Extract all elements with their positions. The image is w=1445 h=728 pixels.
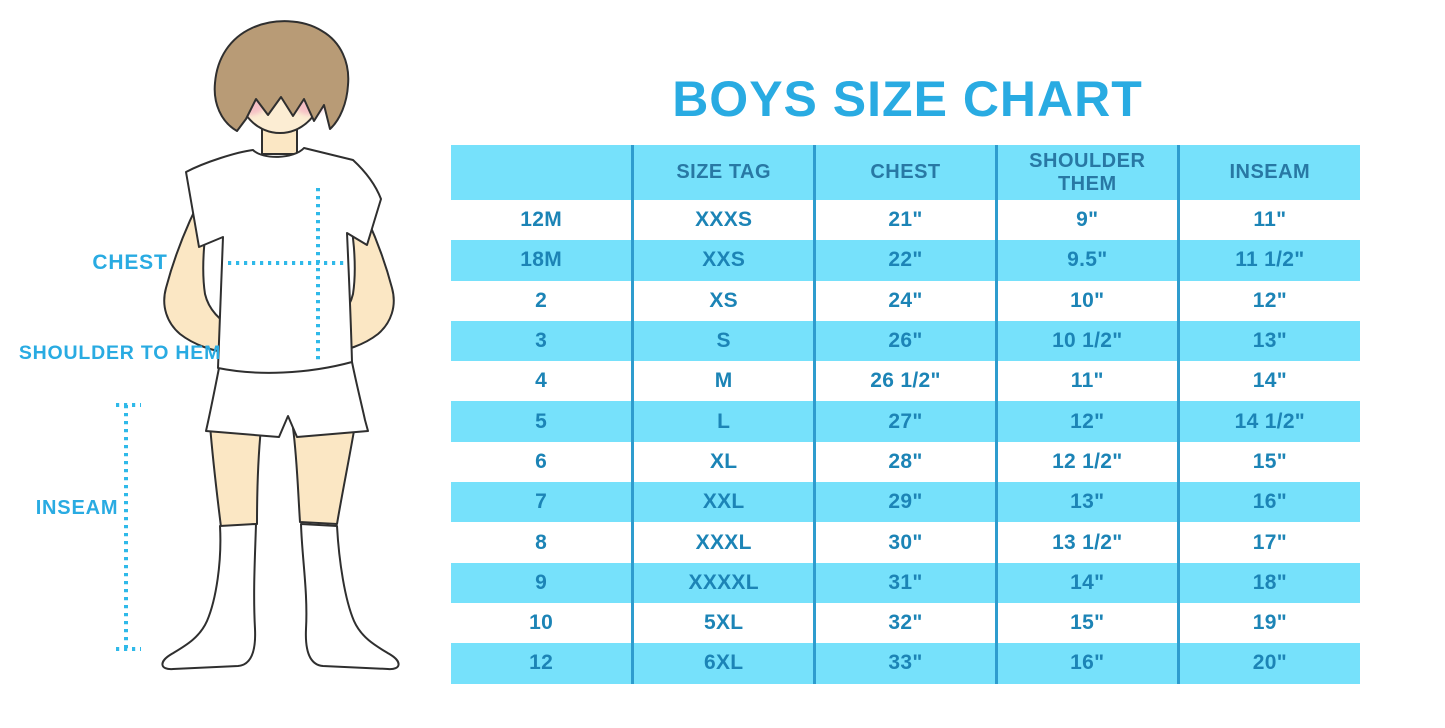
inseam-label: INSEAM bbox=[36, 497, 119, 519]
cell-inseam: 14" bbox=[1252, 369, 1287, 393]
col-header-chest: CHEST bbox=[814, 145, 998, 200]
page-title: BOYS SIZE CHART bbox=[672, 70, 1143, 127]
boys-size-table: SIZE TAG CHEST SHOULDER THEM INSEAM 12M … bbox=[451, 145, 1360, 684]
chest-label: CHEST bbox=[92, 251, 167, 274]
cell-chest: 32" bbox=[814, 602, 998, 644]
cell-size-tag: M bbox=[632, 361, 817, 402]
cell-size: 12 bbox=[451, 643, 635, 684]
cell-shoulder: 10" bbox=[996, 280, 1180, 321]
cell-size-tag: XXL bbox=[632, 482, 817, 523]
table-row: 7 XXL 29" 13" 16" bbox=[451, 482, 1360, 523]
cell-chest: 31" bbox=[814, 562, 998, 603]
table-row: 10 5XL 32" 15" 19" bbox=[451, 602, 1360, 644]
cell-chest: 24" bbox=[814, 280, 998, 321]
cell-size-tag: XXXS bbox=[632, 200, 817, 241]
cell-shoulder: 9.5" bbox=[996, 240, 1180, 281]
cell-chest: 21" bbox=[814, 200, 998, 241]
table-row: 12 6XL 33" 16" 20" bbox=[451, 643, 1360, 684]
cell-size-tag: 6XL bbox=[632, 643, 817, 684]
cell-shoulder: 14" bbox=[996, 562, 1180, 603]
col-header-size bbox=[451, 145, 635, 200]
cell-size: 4 bbox=[451, 361, 635, 402]
boy-figure-illustration: CHEST SHOULDER TO HEM INSEAM bbox=[19, 20, 400, 671]
table-row: 4 M 26 1/2" 11" 14" bbox=[451, 361, 1360, 402]
col-header-inseam: INSEAM bbox=[1178, 145, 1360, 200]
cell-size: 12M bbox=[451, 200, 635, 241]
shorts bbox=[205, 361, 369, 438]
cell-inseam: 11 1/2" bbox=[1178, 240, 1360, 281]
col-header-shoulder: SHOULDER THEM bbox=[996, 145, 1180, 200]
cell-size-tag: XL bbox=[632, 441, 817, 483]
cell-inseam: 17" bbox=[1252, 530, 1287, 554]
cell-chest: 27" bbox=[814, 401, 998, 442]
cell-chest: 29" bbox=[814, 482, 998, 523]
cell-shoulder: 16" bbox=[996, 643, 1180, 684]
cell-inseam: 19" bbox=[1252, 611, 1287, 635]
cell-chest: 22" bbox=[814, 240, 998, 281]
cell-size: 8 bbox=[451, 522, 635, 563]
cell-size: 9 bbox=[451, 562, 635, 603]
cell-shoulder: 13 1/2" bbox=[996, 522, 1180, 563]
cell-shoulder: 15" bbox=[996, 602, 1180, 644]
table-row: 9 XXXXL 31" 14" 18" bbox=[451, 562, 1360, 603]
cell-size-tag: XS bbox=[632, 280, 817, 321]
cell-shoulder: 12 1/2" bbox=[996, 441, 1180, 483]
cell-shoulder: 9" bbox=[996, 200, 1180, 241]
cell-size: 18M bbox=[451, 240, 635, 281]
table-header-row: SIZE TAG CHEST SHOULDER THEM INSEAM bbox=[451, 145, 1360, 200]
table-row: 6 XL 28" 12 1/2" 15" bbox=[451, 441, 1360, 483]
cell-inseam: 12" bbox=[1252, 288, 1287, 312]
hair bbox=[213, 20, 350, 132]
cell-chest: 28" bbox=[814, 441, 998, 483]
cell-shoulder: 11" bbox=[996, 361, 1180, 402]
t-shirt bbox=[185, 147, 382, 374]
left-arm bbox=[163, 185, 238, 354]
cell-inseam: 13" bbox=[1178, 320, 1360, 362]
cell-inseam: 20" bbox=[1178, 643, 1360, 684]
cell-size: 2 bbox=[451, 280, 635, 321]
cell-inseam: 15" bbox=[1252, 449, 1287, 473]
cell-inseam: 18" bbox=[1178, 562, 1360, 603]
table-row: 8 XXXL 30" 13 1/2" 17" bbox=[451, 522, 1360, 563]
left-sock bbox=[161, 523, 257, 671]
cell-size-tag: XXXL bbox=[632, 522, 817, 563]
cell-size-tag: XXS bbox=[632, 240, 817, 281]
cell-size: 7 bbox=[451, 482, 635, 523]
shoulder-to-hem-label: SHOULDER TO HEM bbox=[19, 342, 221, 364]
measurement-figure-panel: CHEST SHOULDER TO HEM INSEAM bbox=[0, 0, 450, 723]
cell-chest: 33" bbox=[814, 643, 998, 684]
cell-shoulder: 10 1/2" bbox=[996, 320, 1180, 362]
cell-inseam: 14 1/2" bbox=[1178, 401, 1360, 442]
table-row: 18M XXS 22" 9.5" 11 1/2" bbox=[451, 240, 1360, 281]
cell-size: 10 bbox=[451, 602, 635, 644]
table-row: 3 S 26" 10 1/2" 13" bbox=[451, 320, 1360, 362]
cell-size: 5 bbox=[451, 401, 635, 442]
cell-shoulder: 13" bbox=[996, 482, 1180, 523]
right-leg bbox=[292, 424, 356, 525]
cell-chest: 26 1/2" bbox=[814, 361, 998, 402]
left-leg bbox=[209, 424, 262, 528]
cell-size-tag: L bbox=[632, 401, 817, 442]
cell-inseam: 16" bbox=[1178, 482, 1360, 523]
cell-size-tag: S bbox=[632, 320, 817, 362]
cell-size-tag: 5XL bbox=[632, 602, 817, 644]
cell-shoulder: 12" bbox=[996, 401, 1180, 442]
col-header-size-tag: SIZE TAG bbox=[632, 145, 817, 200]
cell-size-tag: XXXXL bbox=[632, 562, 817, 603]
table-row: 12M XXXS 21" 9" 11" bbox=[451, 200, 1360, 241]
cell-size: 6 bbox=[451, 441, 635, 483]
cell-inseam: 11" bbox=[1253, 208, 1287, 232]
cell-chest: 26" bbox=[814, 320, 998, 362]
cell-chest: 30" bbox=[814, 522, 998, 563]
table-row: 5 L 27" 12" 14 1/2" bbox=[451, 401, 1360, 442]
right-sock bbox=[300, 523, 400, 671]
table-row: 2 XS 24" 10" 12" bbox=[451, 280, 1360, 321]
cell-size: 3 bbox=[451, 320, 635, 362]
